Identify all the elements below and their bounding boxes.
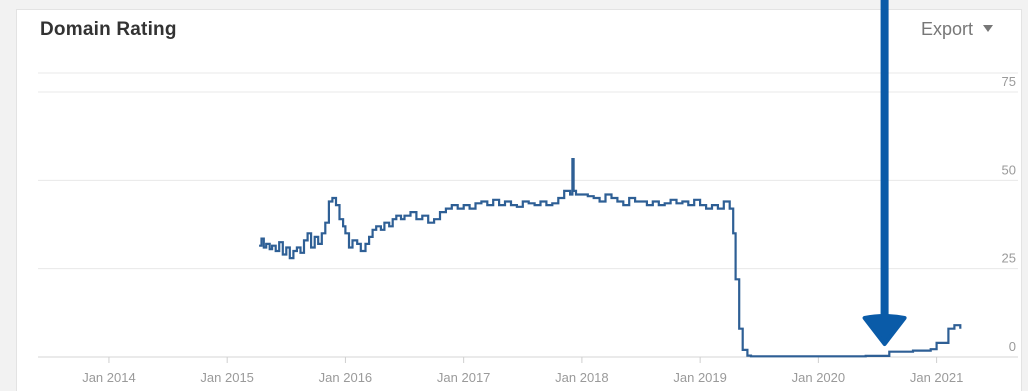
x-tick-label: Jan 2015 (200, 370, 254, 385)
x-tick-label: Jan 2020 (792, 370, 846, 385)
y-tick-label: 75 (1002, 74, 1016, 89)
x-tick-label: Jan 2019 (673, 370, 727, 385)
x-tick-label: Jan 2017 (437, 370, 491, 385)
export-label: Export (921, 19, 974, 39)
series-group (259, 158, 962, 358)
chart-title: Domain Rating (40, 19, 177, 40)
grid-lines (38, 72, 1018, 358)
x-tick-label: Jan 2014 (82, 370, 136, 385)
x-tick-label: Jan 2016 (319, 370, 373, 385)
annotation-arrow (862, 0, 907, 346)
arrow-shaft (880, 0, 889, 320)
export-button[interactable]: Export (921, 19, 994, 40)
chevron-down-icon (983, 25, 994, 32)
arrow-head-icon (862, 314, 907, 346)
x-tick-label: Jan 2018 (555, 370, 609, 385)
x-tick-label: Jan 2021 (910, 370, 964, 385)
x-axis-ticks: Jan 2014 Jan 2015 Jan 2016 Jan 2017 Jan 2018… (82, 357, 963, 385)
y-tick-label: 25 (1002, 251, 1016, 266)
y-tick-label: 0 (1009, 339, 1016, 354)
series-line-0 (259, 158, 962, 358)
y-axis-ticks: 0 25 50 75 (1002, 74, 1016, 354)
y-tick-label: 50 (1002, 162, 1016, 177)
